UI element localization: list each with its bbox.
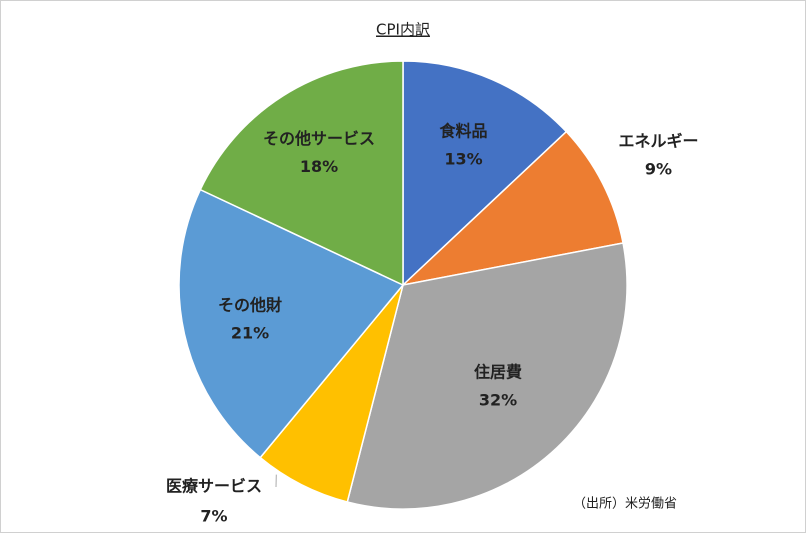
chart-title: CPI内訳 [376, 21, 430, 39]
value-label: 7% [200, 507, 227, 526]
pie-slice [199, 60, 404, 287]
source-note: （出所）米労働省 [573, 497, 677, 512]
slice-label: エネルギー [618, 131, 698, 150]
value-label: 32% [479, 391, 517, 410]
value-label: 9% [645, 159, 672, 178]
pie-slice [402, 60, 568, 287]
value-label: 18% [300, 157, 338, 176]
slice-label: 医療サービス [166, 477, 262, 496]
slice-label: その他サービス [263, 129, 375, 148]
pie-slice [346, 242, 628, 510]
slice-label: その他財 [218, 296, 282, 315]
pie-slice [178, 188, 405, 459]
value-label: 13% [444, 150, 482, 169]
slice-label: 住居費 [474, 363, 522, 382]
pie-slice [400, 130, 624, 287]
slice-label: 食料品 [438, 122, 487, 141]
value-label: 21% [231, 324, 269, 343]
